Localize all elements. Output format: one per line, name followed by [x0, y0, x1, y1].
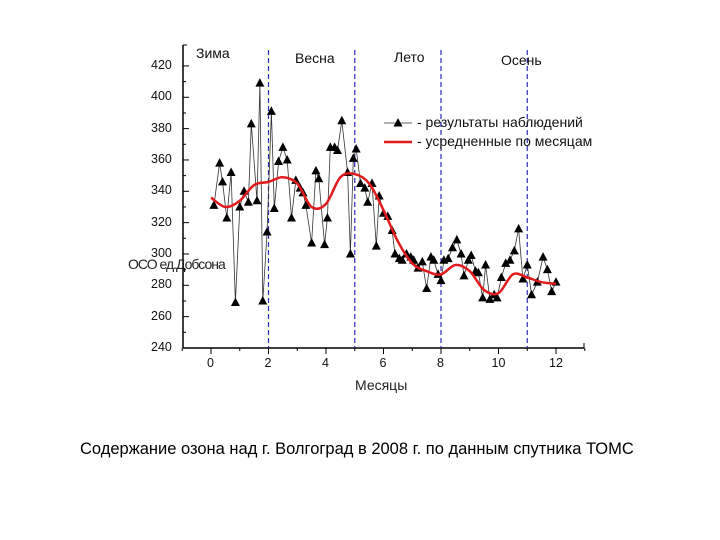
legend-observations-label: - результаты наблюдений — [417, 114, 583, 130]
figure-caption: Содержание озона над г. Волгоград в 2008… — [80, 440, 634, 458]
season-label-spring: Весна — [295, 50, 335, 66]
chart-axes — [181, 44, 586, 354]
y-tick-label: 320 — [151, 214, 172, 229]
y-tick-label: 260 — [151, 308, 172, 323]
y-tick-label: 280 — [151, 277, 172, 292]
x-tick-label: 10 — [491, 356, 506, 370]
y-tick-label: 300 — [151, 245, 172, 260]
x-tick-label: 6 — [379, 356, 387, 370]
x-tick-label: 4 — [322, 356, 329, 370]
observations-series — [209, 78, 561, 307]
y-tick-label: 420 — [151, 57, 172, 72]
y-tick-label: 380 — [151, 120, 172, 135]
x-tick-label: 12 — [549, 356, 563, 370]
season-label-autumn: Осень — [501, 52, 542, 68]
y-tick-label: 360 — [151, 151, 172, 166]
x-tick-label: 0 — [207, 356, 214, 370]
y-axis-label: ОСО ед.Добсона — [128, 256, 226, 272]
legend-markers — [384, 118, 412, 144]
x-tick-label: 8 — [437, 356, 444, 370]
y-tick-label: 340 — [151, 183, 172, 198]
season-label-summer: Лето — [394, 49, 425, 65]
season-label-winter: Зима — [196, 45, 230, 61]
monthly-average-series — [210, 172, 557, 296]
y-tick-label: 240 — [151, 340, 172, 354]
legend-average-label: - усредненные по месяцам — [417, 133, 593, 149]
x-tick-label: 2 — [264, 356, 272, 370]
x-axis-label: Месяцы — [355, 377, 408, 393]
y-tick-label: 400 — [151, 89, 172, 104]
